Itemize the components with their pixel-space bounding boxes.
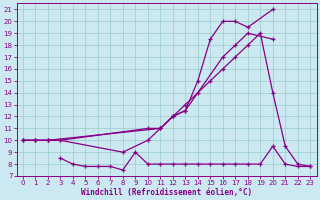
- X-axis label: Windchill (Refroidissement éolien,°C): Windchill (Refroidissement éolien,°C): [81, 188, 252, 197]
